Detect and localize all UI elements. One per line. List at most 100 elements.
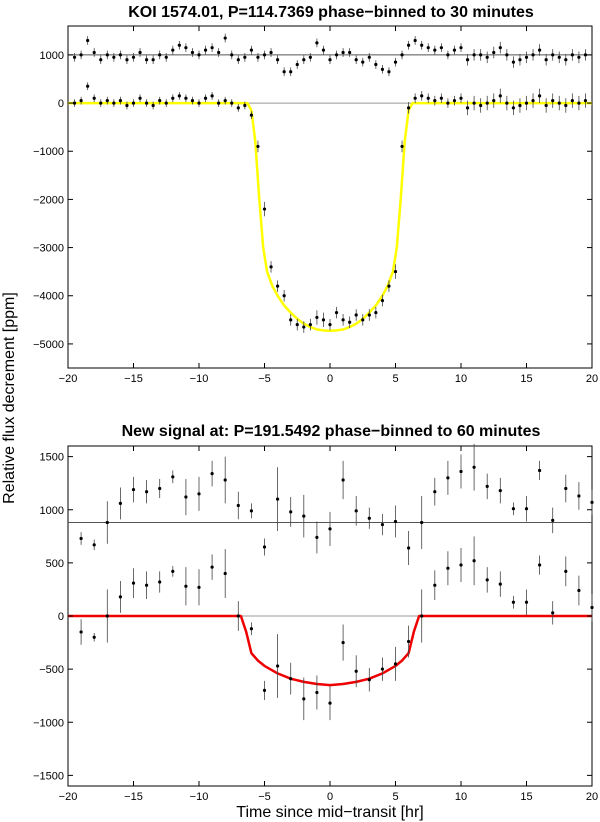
bottom-data-point: [223, 571, 227, 576]
bottom-data-point: [498, 489, 502, 493]
bottom-data-point: [105, 614, 109, 618]
bottom-data-point: [590, 500, 594, 504]
bottom-x-tick-label: 5: [392, 791, 398, 803]
top-y-tick-label: 1000: [40, 50, 64, 62]
bottom-data-point: [472, 559, 476, 563]
top-data-point: [190, 50, 195, 55]
top-data-point: [380, 67, 384, 71]
top-data-point: [112, 55, 116, 59]
top-data-point: [452, 48, 457, 52]
bottom-data-point: [459, 563, 463, 567]
top-x-tick-label: 20: [586, 373, 598, 385]
top-data-point: [177, 43, 181, 47]
bottom-data-point: [446, 566, 450, 570]
bottom-data-point: [446, 476, 450, 480]
bottom-data-point: [315, 690, 319, 695]
top-data-point: [524, 101, 529, 105]
bottom-data-point: [302, 697, 306, 701]
top-data-point: [570, 53, 574, 57]
bottom-y-ticks: 1500 1000 500 0 −500 −1000 −1500: [33, 452, 592, 782]
top-data-point: [131, 55, 136, 59]
top-data-point: [387, 284, 391, 288]
bottom-x-tick-label: −5: [258, 791, 271, 803]
bottom-data-point: [524, 600, 529, 604]
top-data-point: [210, 46, 214, 50]
top-data-point: [230, 53, 234, 57]
bottom-data-point: [105, 520, 109, 525]
top-data-point: [374, 311, 378, 315]
top-data-point: [544, 58, 548, 62]
bottom-data-point: [380, 667, 384, 671]
top-data-point: [354, 313, 358, 317]
top-data-point: [557, 55, 561, 59]
top-data-point: [177, 94, 181, 98]
bottom-data-point: [92, 543, 96, 547]
top-data-point: [577, 101, 581, 105]
top-data-point: [492, 50, 496, 55]
bottom-data-point: [92, 635, 96, 639]
y-axis-label: Relative flux decrement [ppm]: [1, 292, 18, 504]
top-data-point: [426, 46, 430, 50]
bottom-data-point: [407, 546, 411, 550]
top-data-point: [105, 99, 109, 103]
top-data-point: [125, 58, 129, 62]
top-data-point: [407, 43, 411, 47]
top-data-point: [334, 53, 339, 57]
bottom-data-point: [145, 583, 149, 587]
top-data-point: [518, 58, 522, 62]
top-data-point: [308, 323, 312, 327]
top-data-point: [302, 325, 306, 329]
bottom-x-tick-label: 20: [586, 791, 598, 803]
top-data-point: [361, 318, 365, 322]
top-data-point: [505, 101, 509, 105]
bottom-data-point: [472, 465, 476, 469]
top-data-point: [354, 58, 358, 62]
top-data-point: [531, 99, 535, 103]
top-data-point: [439, 46, 443, 50]
top-x-ticks: −20 −15 −10 −5 0 5 10 15 20: [59, 26, 598, 385]
top-data-point: [99, 101, 103, 105]
top-data-point: [92, 96, 96, 100]
top-data-point: [112, 101, 116, 105]
top-data-point: [485, 101, 489, 105]
top-data-point: [269, 50, 273, 55]
bottom-data-point: [118, 595, 122, 599]
bottom-x-tick-label: 10: [455, 791, 467, 803]
top-data-point: [570, 99, 574, 103]
bottom-data-point: [433, 490, 437, 494]
bottom-data-point: [511, 600, 515, 604]
top-model-curve: [68, 101, 592, 333]
bottom-data-point: [197, 585, 201, 589]
top-data-point: [505, 53, 509, 57]
bottom-data-point: [498, 582, 502, 586]
top-data-point: [341, 318, 345, 322]
panel-top: KOI 1574.01, P=114.7369 phase−binned to …: [33, 4, 598, 385]
top-x-tick-label: −10: [190, 373, 209, 385]
bottom-model-line: [68, 614, 592, 687]
bottom-x-ticks: −20 −15 −10 −5 0 5 10 15 20: [59, 446, 598, 803]
bottom-x-tick-label: 0: [327, 791, 333, 803]
top-x-tick-label: 15: [520, 373, 532, 385]
bottom-y-tick-label: 0: [58, 611, 64, 623]
bottom-data-point: [577, 588, 581, 593]
top-data-point: [289, 318, 293, 322]
bottom-data-point: [210, 565, 214, 569]
bottom-data-point: [538, 468, 542, 473]
top-data-point: [99, 58, 103, 62]
bottom-data-points: [79, 443, 594, 721]
top-x-tick-label: 5: [392, 373, 398, 385]
top-data-point: [426, 96, 430, 100]
top-data-point: [341, 50, 345, 55]
top-data-point: [171, 48, 175, 52]
x-axis-label: Time since mid−transit [hr]: [236, 804, 423, 821]
top-data-point: [276, 284, 280, 288]
bottom-data-point: [367, 516, 371, 520]
top-data-point: [289, 70, 293, 74]
top-data-point: [564, 103, 568, 108]
top-data-point: [577, 55, 581, 59]
bottom-data-point: [380, 523, 384, 527]
bottom-data-point: [564, 486, 568, 491]
top-data-point: [413, 38, 417, 43]
bottom-data-point: [131, 581, 136, 585]
top-data-point: [511, 106, 515, 110]
